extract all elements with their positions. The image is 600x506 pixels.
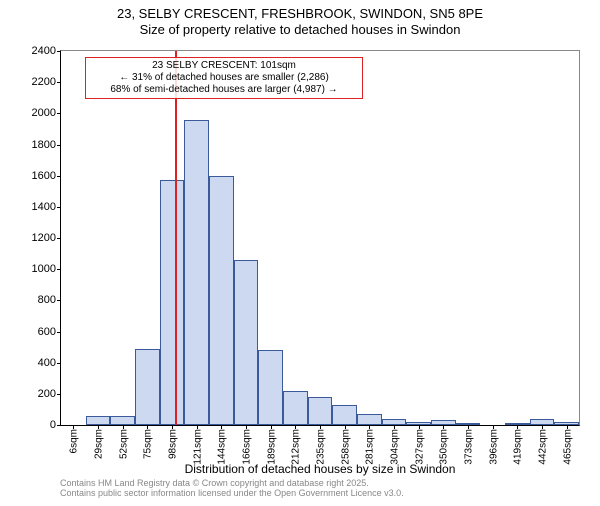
x-tick-label: 373sqm — [462, 429, 475, 465]
x-tick-label: 396sqm — [486, 429, 499, 465]
histogram-bar — [283, 391, 308, 425]
x-tick-label: 189sqm — [264, 429, 277, 465]
y-tick-mark — [57, 425, 61, 426]
histogram-bar — [234, 260, 259, 425]
histogram-bar — [357, 414, 382, 425]
y-tick-mark — [57, 207, 61, 208]
x-tick-label: 281sqm — [363, 429, 376, 465]
histogram-bar — [332, 405, 357, 425]
x-tick-label: 327sqm — [412, 429, 425, 465]
x-tick-label: 442sqm — [536, 429, 549, 465]
x-tick-label: 235sqm — [314, 429, 327, 465]
histogram-bar — [135, 349, 160, 425]
annotation-line: ← 31% of detached houses are smaller (2,… — [90, 72, 358, 84]
histogram-bar — [160, 180, 185, 425]
histogram-bar — [308, 397, 333, 425]
x-tick-label: 350sqm — [437, 429, 450, 465]
y-tick-mark — [57, 363, 61, 364]
x-tick-label: 212sqm — [289, 429, 302, 465]
x-tick-label: 258sqm — [338, 429, 351, 465]
y-tick-mark — [57, 332, 61, 333]
histogram-bar — [184, 120, 209, 425]
x-tick-label: 98sqm — [166, 429, 179, 459]
y-tick-mark — [57, 269, 61, 270]
x-tick-label: 166sqm — [240, 429, 253, 465]
histogram-bar — [110, 416, 135, 425]
x-tick-label: 6sqm — [67, 429, 80, 453]
x-tick-label: 52sqm — [116, 429, 129, 459]
footer-copyright: Contains HM Land Registry data © Crown c… — [60, 478, 580, 488]
x-tick-label: 75sqm — [141, 429, 154, 459]
x-tick-label: 144sqm — [215, 429, 228, 465]
annotation-line: 68% of semi-detached houses are larger (… — [90, 84, 358, 96]
y-tick-mark — [57, 82, 61, 83]
y-tick-mark — [57, 51, 61, 52]
property-marker-line — [175, 51, 177, 425]
y-tick-mark — [57, 300, 61, 301]
footer-license: Contains public sector information licen… — [60, 488, 580, 498]
annotation-line: 23 SELBY CRESCENT: 101sqm — [90, 60, 358, 72]
y-tick-mark — [57, 176, 61, 177]
histogram-bar — [209, 176, 234, 425]
histogram-bar — [258, 350, 283, 425]
y-tick-mark — [57, 238, 61, 239]
chart-plot-area: 0200400600800100012001400160018002000220… — [60, 50, 580, 426]
chart-title-subtitle: Size of property relative to detached ho… — [0, 22, 600, 37]
x-tick-label: 304sqm — [388, 429, 401, 465]
x-tick-label: 29sqm — [92, 429, 105, 459]
x-tick-label: 465sqm — [560, 429, 573, 465]
y-tick-mark — [57, 113, 61, 114]
chart-title-address: 23, SELBY CRESCENT, FRESHBROOK, SWINDON,… — [0, 6, 600, 21]
histogram-bar — [86, 416, 111, 425]
y-tick-mark — [57, 145, 61, 146]
x-axis-label: Distribution of detached houses by size … — [60, 462, 580, 476]
property-annotation: 23 SELBY CRESCENT: 101sqm← 31% of detach… — [85, 57, 363, 99]
y-tick-mark — [57, 394, 61, 395]
x-tick-label: 419sqm — [511, 429, 524, 465]
chart-footer: Contains HM Land Registry data © Crown c… — [60, 478, 580, 499]
x-tick-label: 121sqm — [190, 429, 203, 465]
